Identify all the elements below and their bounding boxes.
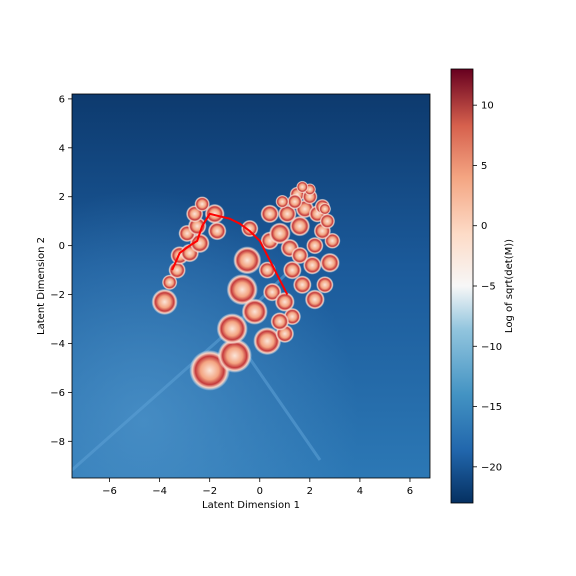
hotspot bbox=[275, 194, 290, 209]
hotspot bbox=[268, 222, 291, 245]
plot-frame bbox=[71, 93, 431, 479]
hotspot bbox=[233, 246, 262, 275]
hotspot bbox=[286, 193, 303, 210]
hotspot bbox=[274, 291, 295, 312]
hotspot bbox=[151, 288, 178, 316]
hotspot bbox=[282, 260, 302, 280]
colorbar-tick-label: 0 bbox=[481, 221, 487, 232]
trajectory-line bbox=[171, 212, 289, 296]
x-tick-label: 6 bbox=[407, 486, 413, 497]
hotspot bbox=[217, 338, 252, 373]
colorbar-gradient bbox=[450, 68, 474, 504]
hotspot bbox=[292, 275, 312, 295]
y-tick-label: 2 bbox=[59, 192, 65, 203]
y-tick-label: 0 bbox=[59, 241, 65, 252]
hotspot bbox=[161, 274, 178, 291]
hotspot bbox=[204, 203, 225, 224]
hotspot bbox=[318, 202, 332, 216]
hotspot bbox=[189, 233, 210, 254]
x-tick-label: −6 bbox=[102, 486, 117, 497]
hotspot bbox=[302, 255, 322, 275]
colorbar-label: Log of sqrt(det(M)) bbox=[504, 239, 515, 333]
hotspot bbox=[240, 219, 259, 238]
colorbar-tick-label: −10 bbox=[481, 342, 502, 353]
x-axis: −6 −4 −2 0 2 4 6 bbox=[102, 478, 413, 497]
x-tick-label: −2 bbox=[202, 486, 217, 497]
plot-area bbox=[71, 93, 431, 479]
colorbar-tick-label: −5 bbox=[481, 282, 496, 293]
hotspot bbox=[277, 204, 297, 224]
hotspot bbox=[260, 204, 280, 224]
x-tick-label: −4 bbox=[152, 486, 167, 497]
hotspot bbox=[253, 326, 282, 356]
x-tick-label: 0 bbox=[257, 486, 263, 497]
hotspot bbox=[296, 180, 309, 194]
hotspot bbox=[289, 215, 311, 237]
x-axis-label: Latent Dimension 1 bbox=[202, 500, 300, 511]
hotspot bbox=[168, 261, 186, 279]
hotspot bbox=[319, 213, 336, 230]
x-tick-label: 2 bbox=[307, 486, 313, 497]
colorbar: −20 −15 −10 −5 0 5 10 Log of sqrt(det(M)) bbox=[450, 68, 515, 504]
colorbar-tick-label: 5 bbox=[481, 161, 487, 172]
hotspot bbox=[291, 246, 309, 265]
hotspot bbox=[241, 298, 268, 325]
y-axis-label: Latent Dimension 2 bbox=[36, 237, 47, 335]
colorbar-tick-label: 10 bbox=[481, 101, 494, 112]
y-tick-label: −6 bbox=[50, 388, 65, 399]
x-tick-label: 4 bbox=[357, 486, 363, 497]
hotspot bbox=[226, 274, 258, 306]
colorbar-tick-label: −15 bbox=[481, 402, 502, 413]
y-tick-label: 6 bbox=[59, 94, 65, 105]
y-axis: −8 −6 −4 −2 0 2 4 6 bbox=[50, 94, 72, 448]
y-tick-label: −8 bbox=[50, 437, 65, 448]
y-tick-label: 4 bbox=[59, 143, 65, 154]
hotspot bbox=[316, 276, 334, 294]
hotspot-layer bbox=[151, 180, 341, 391]
colorbar-ticks: −20 −15 −10 −5 0 5 10 bbox=[473, 101, 502, 473]
y-tick-label: −4 bbox=[50, 339, 65, 350]
hotspot bbox=[270, 312, 290, 331]
hotspot bbox=[304, 289, 325, 310]
colorbar-tick-label: −20 bbox=[481, 462, 502, 473]
hotspot bbox=[194, 196, 211, 212]
hotspot bbox=[319, 252, 340, 273]
y-tick-label: −2 bbox=[50, 290, 65, 301]
hotspot bbox=[207, 221, 227, 241]
hotspot bbox=[306, 236, 324, 255]
hotspot bbox=[216, 313, 248, 345]
hotspot bbox=[258, 261, 277, 279]
